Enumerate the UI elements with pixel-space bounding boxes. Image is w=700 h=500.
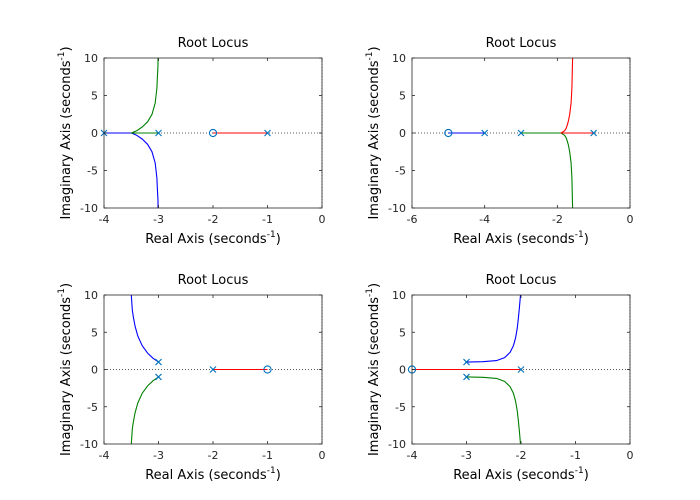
y-tick-label: 5 xyxy=(91,90,98,103)
y-tick-label: -10 xyxy=(80,202,98,215)
x-tick-label: -1 xyxy=(262,213,273,226)
y-tick-label: 10 xyxy=(392,289,406,302)
x-tick-label: -2 xyxy=(552,213,563,226)
y-tick-label: 5 xyxy=(91,326,98,339)
x-axis-label: Real Axis (seconds-1) xyxy=(453,466,589,483)
y-tick-label: -10 xyxy=(388,202,406,215)
subplot-2: -6 -4 -2 0 -10 -5 0 5 10 Root Locus Real Axis (sec… xyxy=(365,36,634,247)
locus-branch-green xyxy=(130,58,159,134)
y-axis-label: Imaginary Axis (seconds-1) xyxy=(57,283,74,456)
y-tick-label: 5 xyxy=(399,326,406,339)
y-tick-label: -10 xyxy=(388,438,406,451)
x-tick-label: -4 xyxy=(99,213,110,226)
x-tick-label: 0 xyxy=(319,213,326,226)
pole-marker xyxy=(463,373,470,381)
x-tick-label: -1 xyxy=(570,449,581,462)
locus-branch-green xyxy=(130,376,159,445)
y-tick-label: 10 xyxy=(392,52,406,65)
y-tick-label: -5 xyxy=(395,165,406,178)
x-tick-label: -4 xyxy=(407,449,418,462)
x-tick-label: -2 xyxy=(516,449,527,462)
x-axis-label: Real Axis (seconds-1) xyxy=(453,230,589,247)
chart-title: Root Locus xyxy=(486,36,557,51)
y-tick-label: -5 xyxy=(87,401,98,414)
x-tick-label: -4 xyxy=(479,213,490,226)
pole-marker xyxy=(517,366,525,373)
y-tick-label: 5 xyxy=(399,90,406,103)
y-tick-label: -10 xyxy=(80,438,98,451)
x-tick-label: -1 xyxy=(262,449,273,462)
y-tick-label: 0 xyxy=(399,364,406,377)
x-tick-label: -2 xyxy=(208,449,219,462)
x-tick-label: -4 xyxy=(99,449,110,462)
y-axis-label: Imaginary Axis (seconds-1) xyxy=(57,46,74,219)
y-tick-label: 0 xyxy=(91,364,98,377)
locus-branch-green xyxy=(521,132,574,209)
pole-marker xyxy=(264,129,271,137)
locus-branch-blue xyxy=(130,294,159,363)
x-axis-label: Real Axis (seconds-1) xyxy=(145,466,281,483)
locus-branch-green xyxy=(466,376,522,445)
pole-marker xyxy=(481,129,489,137)
y-tick-label: 0 xyxy=(91,127,98,140)
pole-marker xyxy=(155,129,162,137)
zero-marker xyxy=(263,365,272,374)
y-tick-label: -5 xyxy=(87,165,98,178)
chart-title: Root Locus xyxy=(486,273,557,288)
x-axis-label: Real Axis (seconds-1) xyxy=(145,230,281,247)
y-axis-label: Imaginary Axis (seconds-1) xyxy=(365,46,382,219)
x-tick-label: -2 xyxy=(208,213,219,226)
pole-marker xyxy=(209,366,217,373)
chart-title: Root Locus xyxy=(178,36,249,51)
y-tick-label: 10 xyxy=(84,289,98,302)
x-tick-label: -3 xyxy=(461,449,472,462)
x-tick-label: 0 xyxy=(627,213,634,226)
x-tick-label: 0 xyxy=(319,449,326,462)
pole-marker xyxy=(463,358,470,366)
zero-marker xyxy=(444,128,453,138)
y-tick-label: 10 xyxy=(84,52,98,65)
x-tick-label: -6 xyxy=(407,213,418,226)
locus-branch-blue xyxy=(104,132,159,208)
locus-branch-red xyxy=(560,57,594,134)
x-tick-label: -3 xyxy=(153,213,164,226)
x-tick-label: -3 xyxy=(153,449,164,462)
zero-marker xyxy=(208,128,218,138)
pole-marker xyxy=(155,373,162,381)
y-tick-label: 0 xyxy=(399,127,406,140)
chart-title: Root Locus xyxy=(178,273,249,288)
pole-marker xyxy=(155,358,162,366)
y-tick-label: -5 xyxy=(395,401,406,414)
x-tick-label: 0 xyxy=(627,449,634,462)
locus-branch-blue xyxy=(466,294,522,363)
y-axis-label: Imaginary Axis (seconds-1) xyxy=(365,283,382,456)
pole-marker xyxy=(517,129,525,137)
pole-marker xyxy=(590,129,598,137)
